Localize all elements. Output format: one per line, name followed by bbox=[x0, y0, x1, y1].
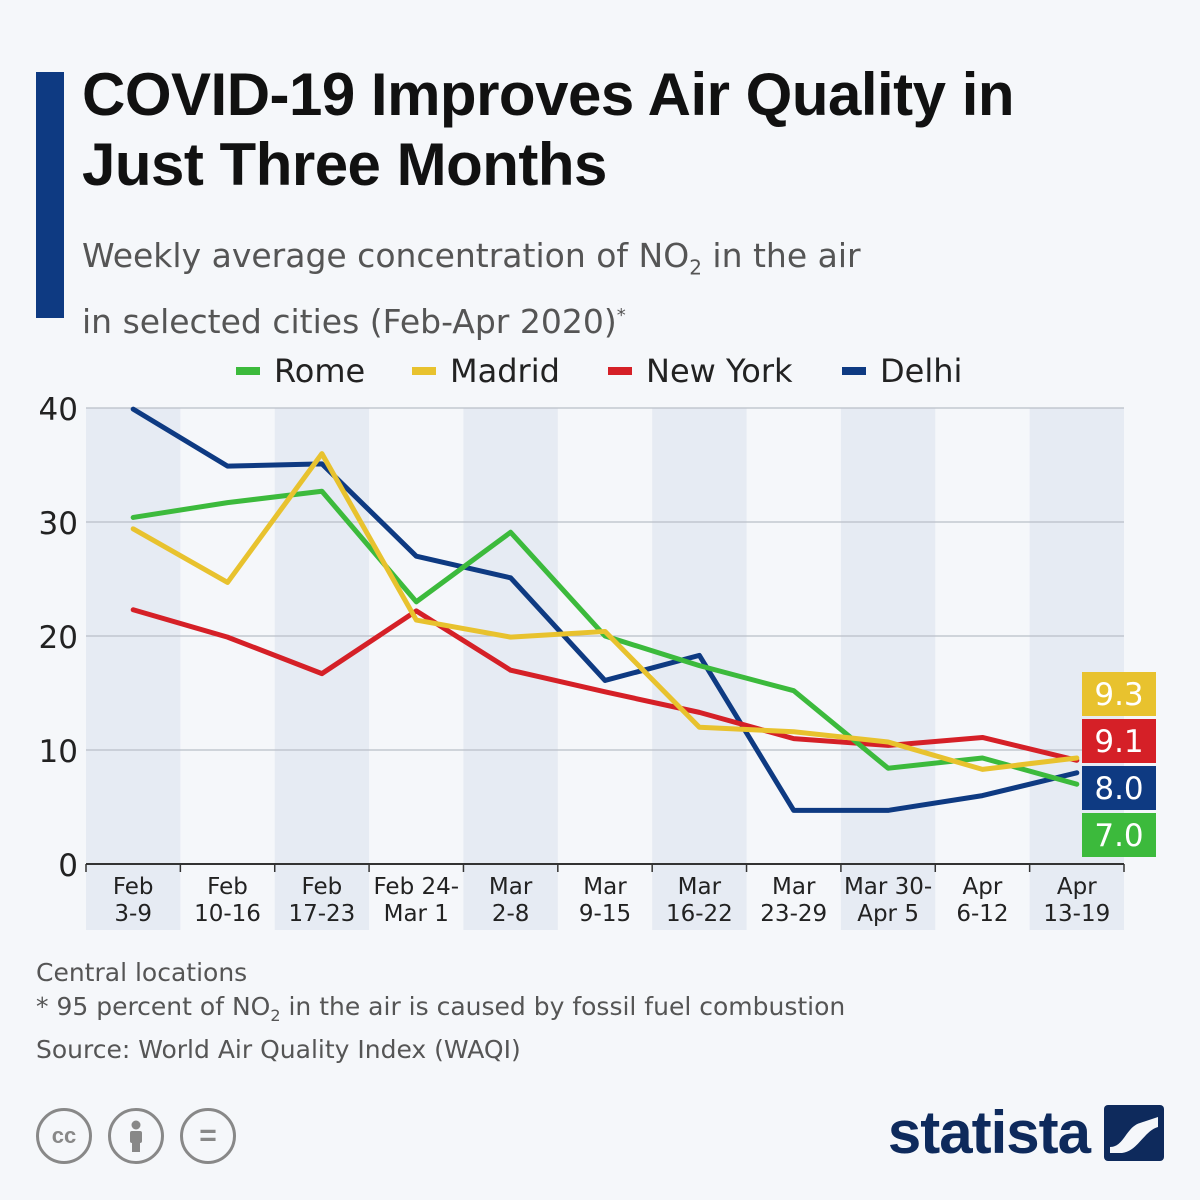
x-tick-label: Apr bbox=[1057, 874, 1097, 900]
series-line-madrid bbox=[130, 451, 1080, 772]
legend-swatch-new-york bbox=[608, 367, 632, 375]
end-value-label: 8.0 bbox=[1094, 771, 1143, 807]
x-tick-label: 9-15 bbox=[579, 901, 631, 927]
x-tick-label: 2-8 bbox=[492, 901, 530, 927]
y-tick-label: 0 bbox=[58, 848, 78, 884]
no-derivatives-icon[interactable]: = bbox=[180, 1108, 236, 1164]
statista-mark-icon bbox=[1104, 1104, 1164, 1161]
legend-item-madrid: Madrid bbox=[412, 346, 560, 396]
column-band bbox=[840, 408, 936, 930]
source-note: Source: World Air Quality Index (WAQI) bbox=[36, 1035, 521, 1064]
y-tick-label: 30 bbox=[39, 506, 78, 542]
x-tick-label: Feb 24- bbox=[373, 874, 459, 900]
x-tick-label: 6-12 bbox=[956, 901, 1008, 927]
column-band bbox=[274, 408, 370, 930]
cc-icon[interactable]: cc bbox=[36, 1108, 92, 1164]
footnote-fossil-fuel: * 95 percent of NO2 in the air is caused… bbox=[36, 992, 846, 1025]
column-band bbox=[652, 408, 747, 930]
subtitle-line-2: in selected cities (Feb-Apr 2020)* bbox=[82, 301, 626, 341]
accent-bar bbox=[36, 72, 64, 318]
end-value-label: 9.3 bbox=[1094, 677, 1143, 713]
legend-item-delhi: Delhi bbox=[842, 346, 962, 396]
end-label-box bbox=[1082, 813, 1156, 857]
x-tick-label: Mar bbox=[489, 874, 533, 900]
attribution-icon[interactable] bbox=[108, 1108, 164, 1164]
series-line-new-york bbox=[130, 607, 1080, 763]
person-icon bbox=[130, 1120, 142, 1152]
legend-swatch-delhi bbox=[842, 367, 866, 375]
subtitle-line-1: Weekly average concentration of NO2 in t… bbox=[82, 236, 861, 280]
x-tick-label: Feb bbox=[113, 874, 154, 900]
end-label-box bbox=[1082, 766, 1156, 810]
y-tick-label: 10 bbox=[39, 734, 78, 770]
statista-logo[interactable]: statista bbox=[888, 1098, 1164, 1167]
y-tick-label: 40 bbox=[39, 392, 78, 428]
chart-legend: Rome Madrid New York Delhi bbox=[0, 346, 1200, 396]
x-tick-label: 16-22 bbox=[666, 901, 733, 927]
page-title: COVID-19 Improves Air Quality in Just Th… bbox=[82, 61, 1015, 198]
footnote-locations: Central locations bbox=[36, 958, 248, 987]
x-tick-label: Mar 1 bbox=[384, 901, 449, 927]
legend-item-new-york: New York bbox=[608, 346, 793, 396]
x-tick-label: Feb bbox=[207, 874, 248, 900]
footnotes: Central locations * 95 percent of NO2 in… bbox=[36, 956, 1136, 1067]
end-value-label: 9.1 bbox=[1094, 724, 1143, 760]
subtitle: Weekly average concentration of NO2 in t… bbox=[82, 232, 1082, 346]
x-tick-label: 10-16 bbox=[194, 901, 261, 927]
legend-item-rome: Rome bbox=[236, 346, 365, 396]
x-tick-label: Mar 30- bbox=[844, 874, 932, 900]
x-tick-label: Mar bbox=[772, 874, 816, 900]
x-tick-label: Apr 5 bbox=[857, 901, 919, 927]
x-tick-label: Feb bbox=[302, 874, 343, 900]
x-tick-label: Apr bbox=[963, 874, 1003, 900]
license-icons: cc = bbox=[36, 1108, 236, 1164]
x-tick-label: 13-19 bbox=[1043, 901, 1110, 927]
y-tick-label: 20 bbox=[39, 620, 78, 656]
brand-name: statista bbox=[887, 1099, 1091, 1166]
x-tick-label: 17-23 bbox=[288, 901, 355, 927]
x-tick-label: 23-29 bbox=[760, 901, 827, 927]
legend-swatch-madrid bbox=[412, 367, 436, 375]
end-label-box bbox=[1082, 672, 1156, 716]
column-band bbox=[86, 408, 181, 930]
x-tick-label: 3-9 bbox=[114, 901, 152, 927]
series-line-delhi bbox=[130, 406, 1080, 813]
end-label-box bbox=[1082, 719, 1156, 763]
x-tick-label: Mar bbox=[678, 874, 722, 900]
end-value-label: 7.0 bbox=[1094, 818, 1143, 854]
x-tick-label: Mar bbox=[583, 874, 627, 900]
legend-swatch-rome bbox=[236, 367, 260, 375]
